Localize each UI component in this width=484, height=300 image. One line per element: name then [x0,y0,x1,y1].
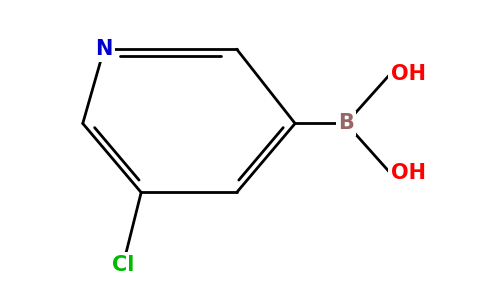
Text: OH: OH [391,164,425,183]
Text: Cl: Cl [112,255,134,274]
Text: B: B [338,113,354,134]
Text: N: N [95,39,113,59]
Text: OH: OH [391,64,425,84]
